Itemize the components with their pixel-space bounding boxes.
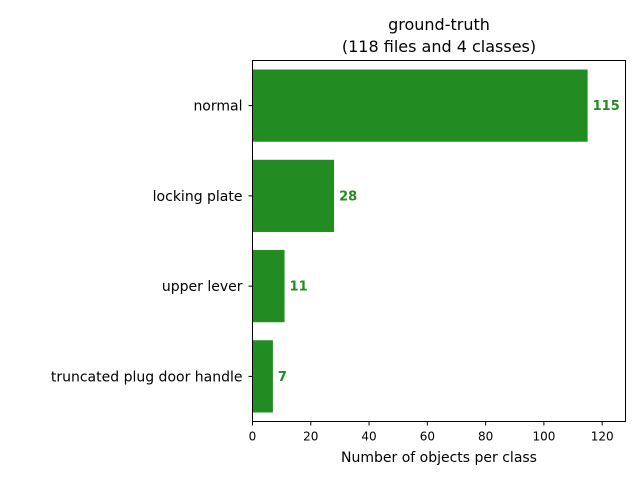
x-tick-label-6: 120: [591, 430, 614, 444]
x-tick-label-2: 40: [361, 430, 376, 444]
data-labels-group: 115 28 11 7: [278, 99, 620, 385]
x-tick-label-0: 0: [249, 430, 257, 444]
x-tick-label-3: 60: [420, 430, 435, 444]
x-tick-label-5: 100: [532, 430, 555, 444]
data-label-3: 7: [278, 370, 287, 385]
bar-0: [252, 69, 588, 142]
bars-group: [252, 69, 588, 413]
x-axis-label: Number of objects per class: [341, 450, 537, 466]
data-label-0: 115: [593, 99, 620, 114]
x-tick-label-1: 20: [303, 430, 318, 444]
category-labels-group: normal locking plate upper lever truncated …: [51, 99, 253, 385]
x-tick-label-4: 80: [478, 430, 493, 444]
data-label-2: 11: [290, 280, 308, 295]
bar-3: [252, 340, 273, 413]
category-label-2: upper lever: [162, 279, 243, 295]
bar-1: [252, 159, 335, 232]
category-label-0: normal: [193, 99, 242, 115]
data-label-1: 28: [339, 189, 357, 204]
bar-2: [252, 250, 285, 323]
category-label-3: truncated plug door handle: [51, 369, 243, 385]
chart-title-line-2: (118 files and 4 classes): [342, 37, 536, 56]
x-ticks-group: 0 20 40 60 80 100 120: [249, 421, 614, 444]
chart-title-line-1: ground-truth: [388, 15, 490, 34]
plot-area-frame: [252, 60, 626, 422]
category-label-1: locking plate: [153, 189, 243, 205]
